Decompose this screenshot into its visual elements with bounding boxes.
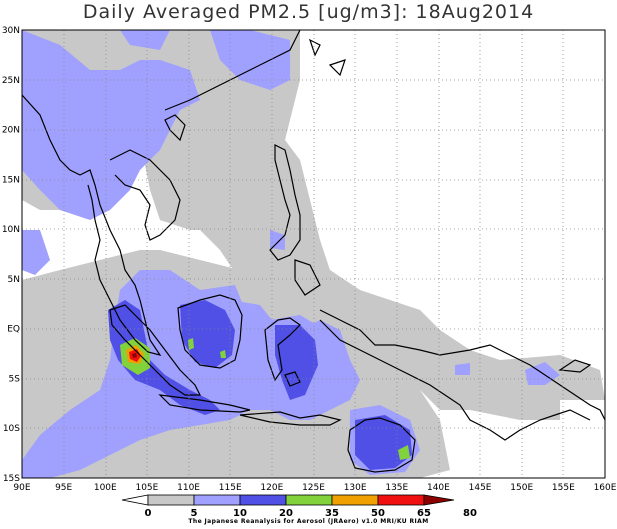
coastlines (22, 30, 605, 473)
lon-tick-label: 135E (385, 483, 408, 493)
colorbar-label: 80 (463, 508, 477, 519)
colorbar-label: 10 (233, 508, 247, 519)
lon-tick-label: 145E (469, 483, 492, 493)
lon-tick-label: 150E (510, 483, 533, 493)
lat-tick-label: 10S (3, 424, 20, 434)
lon-tick-label: 105E (135, 483, 158, 493)
longitude-axis: 90E 95E 100E 105E 110E 115E 120E 125E 130E 135E 14… (13, 483, 616, 493)
colorbar-left-arrow (121, 494, 149, 506)
colorbar-segment (239, 494, 287, 506)
colorbar-segment (147, 494, 195, 506)
lat-tick-label: 15N (2, 175, 20, 185)
blue-band-20-35 (108, 300, 412, 470)
colorbar-label: 5 (191, 508, 198, 519)
colorbar: 0 5 10 20 35 50 65 80 (121, 494, 477, 519)
colorbar-label: 35 (325, 508, 339, 519)
darkred-band-80plus (132, 353, 137, 358)
colorbar-label: 50 (371, 508, 385, 519)
lon-tick-label: 140E (427, 483, 450, 493)
lat-tick-label: 5S (9, 374, 21, 384)
lon-tick-label: 125E (302, 483, 325, 493)
colorbar-label: 65 (417, 508, 431, 519)
colorbar-segment (285, 494, 333, 506)
lon-tick-label: 155E (552, 483, 575, 493)
grid-lines (22, 30, 605, 478)
colorbar-label: 20 (279, 508, 293, 519)
lat-tick-label: 20N (2, 126, 20, 136)
lon-tick-label: 100E (94, 483, 117, 493)
lat-tick-label: 10N (2, 225, 20, 235)
lon-tick-label: 95E (55, 483, 72, 493)
lat-tick-label: EQ (7, 325, 20, 335)
lon-tick-label: 160E (594, 483, 617, 493)
colorbar-segment (331, 494, 379, 506)
map-frame (21, 29, 606, 479)
colorbar-segment (377, 494, 425, 506)
lat-tick-label: 30N (2, 26, 20, 36)
concentration-fields (22, 30, 605, 478)
credit-text: The Japanese Reanalysis for Aerosol (JRA… (188, 518, 429, 525)
lat-tick-label: 25N (2, 76, 20, 86)
colorbar-segment (193, 494, 241, 506)
lon-tick-label: 120E (260, 483, 283, 493)
lon-tick-label: 110E (177, 483, 200, 493)
lon-tick-label: 115E (219, 483, 242, 493)
lon-tick-label: 130E (344, 483, 367, 493)
map-title: Daily Averaged PM2.5 [ug/m3]: 18Aug2014 (82, 1, 535, 23)
lat-tick-label: 15S (3, 474, 20, 484)
lat-tick-label: 5N (8, 275, 20, 285)
lon-tick-label: 90E (13, 483, 30, 493)
latitude-axis: 30N 25N 20N 15N 10N 5N EQ 5S 10S 15S (2, 26, 20, 484)
colorbar-label: 0 (145, 508, 152, 519)
colorbar-right-arrow (423, 494, 455, 506)
